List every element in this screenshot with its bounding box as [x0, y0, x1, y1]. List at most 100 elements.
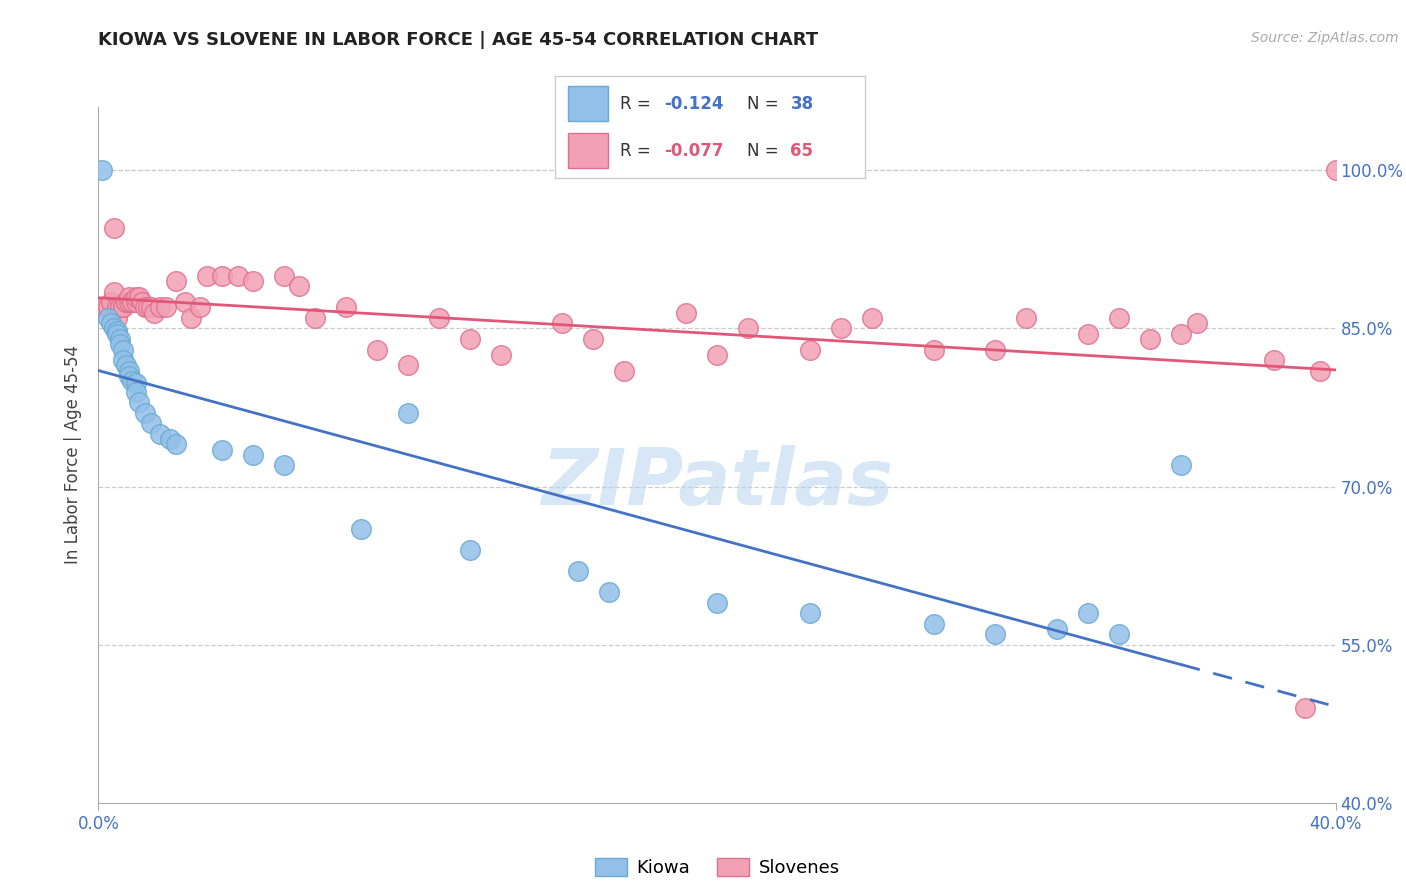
Point: [489, 348, 512, 362]
Point: [242, 448, 264, 462]
Text: 65: 65: [790, 142, 814, 160]
Point: [350, 522, 373, 536]
Point: [90, 163, 112, 178]
Point: [139, 301, 162, 315]
Point: [288, 279, 311, 293]
Point: [551, 316, 574, 330]
Point: [93, 301, 115, 315]
Point: [458, 332, 481, 346]
Point: [273, 458, 295, 473]
Point: [108, 332, 131, 346]
Legend: Kiowa, Slovenes: Kiowa, Slovenes: [588, 851, 846, 884]
Point: [97, 310, 120, 325]
Point: [165, 274, 187, 288]
Point: [165, 437, 187, 451]
Point: [706, 595, 728, 609]
Text: R =: R =: [620, 142, 657, 160]
Point: [100, 295, 122, 310]
Point: [124, 384, 146, 399]
Point: [1170, 458, 1192, 473]
Point: [128, 395, 150, 409]
Point: [134, 406, 156, 420]
Point: [136, 301, 159, 315]
Point: [396, 406, 419, 420]
Point: [134, 301, 156, 315]
Point: [190, 301, 212, 315]
Point: [1309, 363, 1331, 377]
Text: -0.124: -0.124: [664, 95, 723, 112]
Point: [273, 268, 295, 283]
Point: [97, 301, 120, 315]
Point: [108, 301, 131, 315]
Point: [100, 316, 122, 330]
Point: [1015, 310, 1038, 325]
Point: [1324, 163, 1347, 178]
Point: [799, 606, 821, 620]
Point: [112, 353, 135, 368]
Point: [1139, 332, 1161, 346]
Point: [1185, 316, 1208, 330]
Point: [984, 627, 1007, 641]
Point: [830, 321, 852, 335]
Point: [366, 343, 388, 357]
Y-axis label: In Labor Force | Age 45-54: In Labor Force | Age 45-54: [65, 345, 83, 565]
Point: [613, 363, 636, 377]
Point: [155, 301, 177, 315]
Point: [121, 374, 143, 388]
Point: [118, 295, 141, 310]
Point: [121, 295, 143, 310]
Point: [675, 305, 697, 319]
Point: [984, 343, 1007, 357]
Point: [582, 332, 605, 346]
Point: [124, 295, 146, 310]
Point: [860, 310, 883, 325]
Point: [1108, 310, 1130, 325]
Point: [105, 301, 128, 315]
Point: [1263, 353, 1285, 368]
Point: [180, 310, 202, 325]
Point: [108, 337, 131, 351]
Point: [143, 305, 166, 319]
Point: [159, 432, 181, 446]
Point: [105, 326, 128, 341]
Point: [118, 368, 141, 383]
Point: [131, 295, 153, 310]
Point: [1294, 701, 1316, 715]
Point: [103, 285, 125, 299]
Point: [211, 268, 233, 283]
Point: [115, 295, 138, 310]
Point: [1046, 622, 1069, 636]
Text: N =: N =: [747, 142, 785, 160]
Point: [706, 348, 728, 362]
Point: [149, 426, 172, 441]
Point: [115, 359, 138, 373]
Point: [118, 363, 141, 377]
Point: [242, 274, 264, 288]
Point: [598, 585, 620, 599]
Point: [105, 324, 128, 338]
Point: [427, 310, 450, 325]
Point: [1108, 627, 1130, 641]
Point: [128, 290, 150, 304]
Point: [1170, 326, 1192, 341]
Text: Source: ZipAtlas.com: Source: ZipAtlas.com: [1251, 31, 1399, 45]
Point: [124, 376, 146, 391]
Point: [737, 321, 759, 335]
Point: [458, 542, 481, 557]
Point: [1077, 326, 1099, 341]
Text: -0.077: -0.077: [664, 142, 723, 160]
Point: [211, 442, 233, 457]
FancyBboxPatch shape: [568, 133, 607, 168]
Text: ZIPatlas: ZIPatlas: [541, 445, 893, 521]
Point: [118, 290, 141, 304]
Point: [112, 343, 135, 357]
Point: [195, 268, 218, 283]
Point: [922, 616, 945, 631]
Point: [124, 290, 146, 304]
Text: N =: N =: [747, 95, 785, 112]
Point: [799, 343, 821, 357]
Text: 38: 38: [790, 95, 814, 112]
Point: [115, 295, 138, 310]
Point: [112, 301, 135, 315]
Point: [396, 359, 419, 373]
